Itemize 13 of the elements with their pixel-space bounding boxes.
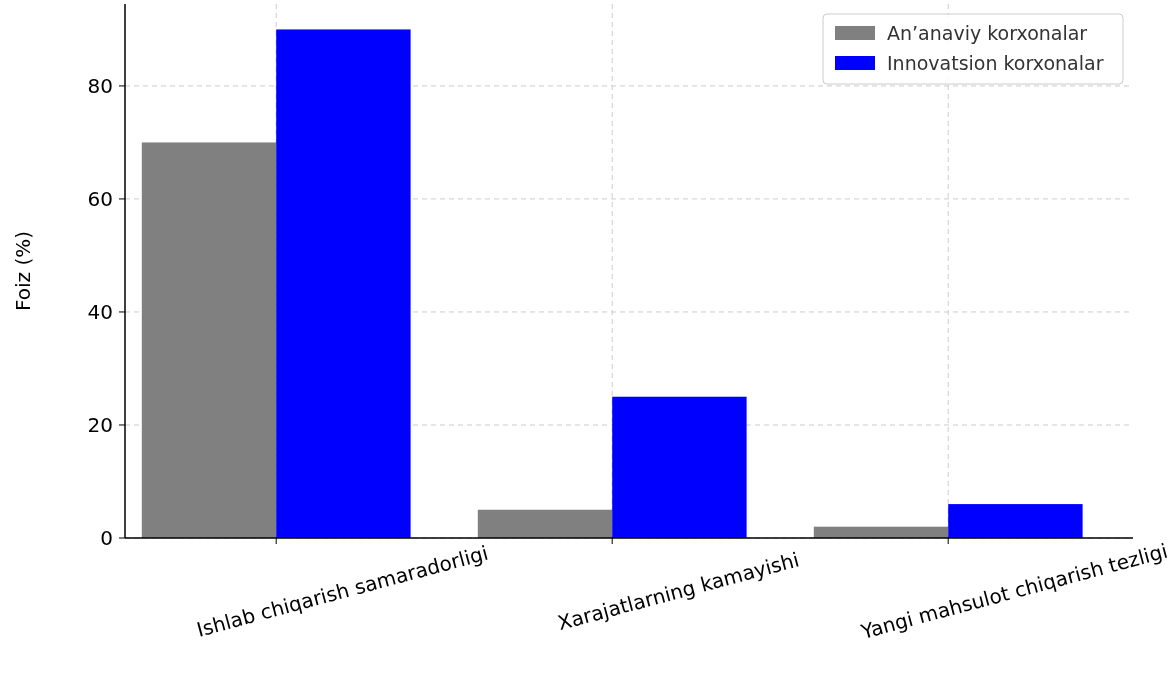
y-tick-label: 60 — [87, 186, 113, 211]
bar — [276, 29, 411, 538]
y-tick-label: 80 — [87, 73, 113, 98]
y-tick-label: 20 — [87, 412, 113, 437]
y-tick-label: 0 — [100, 526, 113, 550]
bar — [948, 504, 1083, 538]
y-tick-label: 40 — [87, 299, 113, 324]
legend-label: Innovatsion korxonalar — [887, 51, 1104, 74]
legend-label: An’anaviy korxonalar — [887, 21, 1088, 44]
bar — [612, 396, 747, 538]
bar — [477, 509, 613, 538]
bar — [141, 142, 277, 538]
y-axis-title: Foiz (%) — [11, 230, 35, 312]
